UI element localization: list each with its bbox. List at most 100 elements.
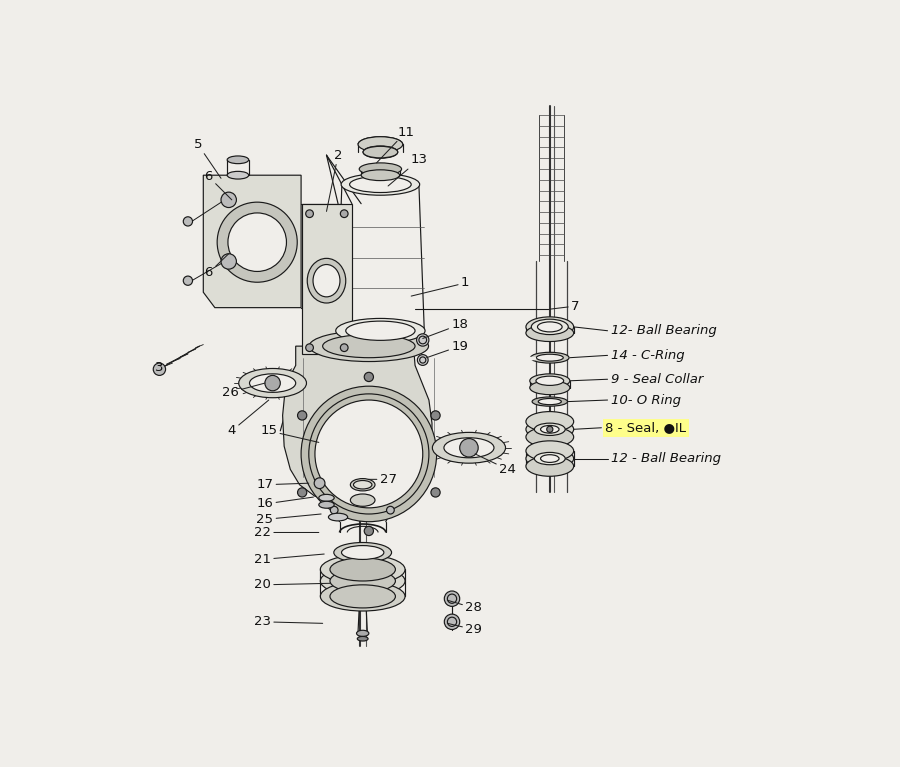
Ellipse shape <box>356 630 369 637</box>
Ellipse shape <box>346 321 415 341</box>
Ellipse shape <box>350 494 375 506</box>
Ellipse shape <box>538 399 562 405</box>
Ellipse shape <box>330 585 395 608</box>
Circle shape <box>445 614 460 630</box>
Ellipse shape <box>323 334 415 357</box>
Ellipse shape <box>328 513 347 521</box>
Ellipse shape <box>334 542 392 562</box>
Circle shape <box>265 375 280 391</box>
Text: 27: 27 <box>369 472 397 486</box>
Ellipse shape <box>341 173 419 196</box>
Polygon shape <box>283 346 432 502</box>
Ellipse shape <box>227 156 248 163</box>
Ellipse shape <box>354 480 372 489</box>
Ellipse shape <box>319 502 334 509</box>
Text: 7: 7 <box>550 300 580 313</box>
Ellipse shape <box>526 449 573 469</box>
Ellipse shape <box>537 322 562 332</box>
Ellipse shape <box>526 441 573 461</box>
Ellipse shape <box>320 566 405 596</box>
Circle shape <box>340 210 348 218</box>
Ellipse shape <box>526 456 573 476</box>
Ellipse shape <box>526 420 573 439</box>
Text: 17: 17 <box>256 479 309 491</box>
Circle shape <box>364 372 373 381</box>
Text: 14 - C-Ring: 14 - C-Ring <box>611 349 685 362</box>
Ellipse shape <box>535 453 565 465</box>
Text: 12 - Ball Bearing: 12 - Ball Bearing <box>611 452 722 465</box>
Circle shape <box>364 526 373 535</box>
Ellipse shape <box>532 397 568 407</box>
Text: 29: 29 <box>447 623 482 636</box>
Ellipse shape <box>330 569 395 593</box>
Circle shape <box>431 411 440 420</box>
Text: 15: 15 <box>260 424 319 443</box>
Text: 24: 24 <box>475 454 516 476</box>
Ellipse shape <box>249 374 296 393</box>
Ellipse shape <box>320 581 405 611</box>
Text: 2: 2 <box>327 149 342 212</box>
Circle shape <box>221 193 237 208</box>
Circle shape <box>153 363 166 375</box>
Ellipse shape <box>526 427 573 447</box>
Ellipse shape <box>541 455 559 463</box>
Circle shape <box>340 344 348 351</box>
Text: 5: 5 <box>194 138 221 178</box>
Text: 25: 25 <box>256 513 321 526</box>
Ellipse shape <box>358 137 402 152</box>
Ellipse shape <box>319 495 334 502</box>
Ellipse shape <box>330 558 395 581</box>
Ellipse shape <box>310 331 428 361</box>
Ellipse shape <box>357 637 368 641</box>
Circle shape <box>418 354 428 365</box>
Circle shape <box>228 213 286 272</box>
Text: 12- Ball Bearing: 12- Ball Bearing <box>611 324 717 337</box>
Ellipse shape <box>349 176 411 193</box>
Ellipse shape <box>432 433 506 463</box>
Polygon shape <box>203 175 302 308</box>
Circle shape <box>184 217 193 226</box>
Ellipse shape <box>363 146 398 158</box>
Ellipse shape <box>363 146 398 158</box>
Circle shape <box>217 202 297 282</box>
Text: 13: 13 <box>388 153 427 186</box>
Ellipse shape <box>336 318 425 343</box>
Circle shape <box>298 411 307 420</box>
Circle shape <box>302 386 436 522</box>
Text: 8 - Seal, ●IL: 8 - Seal, ●IL <box>605 421 686 434</box>
Ellipse shape <box>526 412 573 432</box>
Text: 6: 6 <box>204 170 232 200</box>
Circle shape <box>306 210 313 218</box>
Ellipse shape <box>535 423 565 436</box>
Text: 18: 18 <box>423 318 468 338</box>
Text: 11: 11 <box>376 126 414 163</box>
Ellipse shape <box>320 555 405 584</box>
Circle shape <box>298 488 307 497</box>
Text: 3: 3 <box>155 354 188 374</box>
Text: 28: 28 <box>447 601 482 614</box>
Ellipse shape <box>530 352 569 363</box>
Text: 9 - Seal Collar: 9 - Seal Collar <box>611 373 704 386</box>
Polygon shape <box>302 204 352 354</box>
Ellipse shape <box>227 171 248 179</box>
Ellipse shape <box>350 479 375 491</box>
Circle shape <box>330 506 338 514</box>
Ellipse shape <box>361 170 400 180</box>
Text: 20: 20 <box>254 578 330 591</box>
Text: 1: 1 <box>411 276 470 296</box>
Circle shape <box>387 506 394 514</box>
Circle shape <box>431 488 440 497</box>
Circle shape <box>314 478 325 489</box>
Circle shape <box>460 439 478 457</box>
Text: 19: 19 <box>427 340 468 357</box>
Ellipse shape <box>526 324 573 341</box>
Ellipse shape <box>307 258 346 303</box>
Circle shape <box>315 400 423 508</box>
Ellipse shape <box>526 317 573 337</box>
Ellipse shape <box>536 376 563 385</box>
Text: 6: 6 <box>204 254 229 279</box>
Text: 22: 22 <box>254 526 319 539</box>
Circle shape <box>306 344 313 351</box>
Circle shape <box>546 426 553 433</box>
Text: 10- O Ring: 10- O Ring <box>611 393 681 407</box>
